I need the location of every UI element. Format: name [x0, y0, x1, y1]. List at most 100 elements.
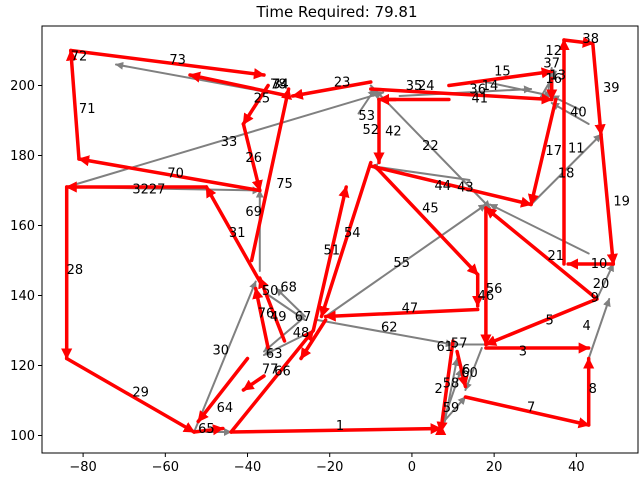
edge-label-2: 2 [434, 382, 442, 397]
y-tick-label: 140 [10, 289, 35, 304]
x-tick-label: −40 [234, 460, 261, 475]
red-edge-group [61, 36, 618, 436]
edge-label-33: 33 [221, 135, 238, 150]
red-edge-51 [311, 185, 350, 333]
edge-label-60: 60 [461, 366, 478, 381]
red-edge-71 [65, 48, 81, 161]
red-edge-45 [373, 164, 480, 277]
y-tick-label: 120 [10, 359, 35, 374]
edge-label-9: 9 [591, 291, 599, 306]
red-edge-26 [241, 122, 263, 193]
gray-edge-39 [550, 102, 590, 125]
gray-edge-20 [595, 263, 615, 300]
edge-label-66: 66 [274, 364, 291, 379]
x-tick-label: 20 [486, 460, 503, 475]
edge-label-23: 23 [334, 76, 351, 91]
red-edge-70 [77, 155, 262, 193]
red-edge-72 [69, 48, 266, 80]
red-edge-12 [562, 36, 595, 48]
red-edge-64 [196, 356, 250, 424]
edge-label-57: 57 [451, 336, 468, 351]
edge-label-27: 27 [149, 182, 166, 197]
edge-label-58: 58 [443, 377, 460, 392]
x-tick-label: −60 [152, 460, 179, 475]
edge-label-45: 45 [422, 202, 439, 217]
red-edge-47 [323, 307, 480, 322]
y-tick-label: 180 [10, 149, 35, 164]
gray-edge-53 [357, 88, 376, 115]
gray-edge-74 [193, 280, 257, 433]
edge-label-50: 50 [262, 284, 279, 299]
edge-label-62: 62 [381, 321, 398, 336]
edge-label-78: 78 [270, 77, 287, 92]
red-edge-6 [455, 349, 469, 389]
edge-label-36: 36 [469, 83, 486, 98]
edge-label-70: 70 [167, 167, 184, 182]
edge-label-16: 16 [545, 72, 562, 87]
red-edge-9 [484, 206, 599, 301]
edge-label-65: 65 [198, 422, 215, 437]
x-axis-ticks: −80 −60 −40 −20 0 20 40 [69, 453, 585, 475]
edge-label-56: 56 [486, 282, 503, 297]
edge-label-31: 31 [229, 226, 246, 241]
edge-label-52: 52 [363, 123, 380, 138]
edge-label-46: 46 [478, 289, 495, 304]
red-edge-1 [229, 423, 443, 435]
edge-label-51: 51 [324, 244, 341, 259]
edge-label-26: 26 [245, 151, 262, 166]
edge-label-3: 3 [519, 344, 527, 359]
edge-label-61: 61 [437, 340, 454, 355]
x-tick-label: −20 [316, 460, 343, 475]
gray-edge-14 [398, 85, 533, 97]
edge-label-25: 25 [254, 91, 271, 106]
edge-label-54: 54 [344, 226, 361, 241]
edge-label-20: 20 [593, 277, 610, 292]
plot-frame [41, 25, 639, 454]
edge-label-1: 1 [336, 419, 344, 434]
y-axis-ticks: 100 120 140 160 180 200 [10, 79, 42, 444]
x-tick-label: 0 [408, 460, 416, 475]
x-tick-label: 40 [568, 460, 585, 475]
edge-label-75: 75 [276, 177, 293, 192]
edge-label-12: 12 [545, 44, 562, 59]
red-edge-15 [447, 67, 554, 88]
edge-label-22: 22 [422, 139, 439, 154]
edge-label-63: 63 [266, 347, 283, 362]
edge-label-48: 48 [293, 326, 310, 341]
red-edge-75 [249, 87, 292, 263]
edge-label-55: 55 [393, 256, 410, 271]
edge-label-44: 44 [435, 179, 452, 194]
red-edge-52 [319, 160, 373, 319]
gray-edge-68 [263, 291, 307, 321]
red-edge-76 [252, 286, 270, 350]
edge-label-32: 32 [132, 182, 149, 197]
edge-label-69: 69 [245, 205, 262, 220]
edge-label-40: 40 [570, 105, 587, 120]
edge-label-53: 53 [358, 109, 375, 124]
gray-edge-78 [324, 203, 487, 318]
edge-label-77: 77 [262, 363, 279, 378]
edge-label-38: 38 [582, 32, 599, 47]
edge-label-7: 7 [527, 400, 535, 415]
edge-label-37: 37 [543, 56, 560, 71]
red-edge-29 [64, 356, 196, 434]
gray-edge-49 [275, 287, 307, 318]
edge-label-15: 15 [494, 64, 511, 79]
edge-label-8: 8 [589, 382, 597, 397]
edge-label-43: 43 [457, 181, 474, 196]
edge-label-35: 35 [406, 79, 423, 94]
gray-edge-4 [587, 298, 611, 360]
edge-label-67: 67 [295, 310, 312, 325]
gray-edge-58 [443, 357, 460, 423]
chart-title: Time Required: 79.81 [255, 3, 417, 21]
edge-label-73: 73 [169, 53, 186, 68]
red-edge-50 [258, 276, 287, 343]
edge-label-71: 71 [79, 102, 96, 117]
edge-label-29: 29 [132, 385, 149, 400]
red-edge-66 [241, 374, 266, 392]
edge-label-17: 17 [545, 144, 562, 159]
x-tick-label: −80 [69, 460, 96, 475]
red-edge-19 [599, 132, 618, 266]
red-edge-54 [369, 87, 554, 105]
